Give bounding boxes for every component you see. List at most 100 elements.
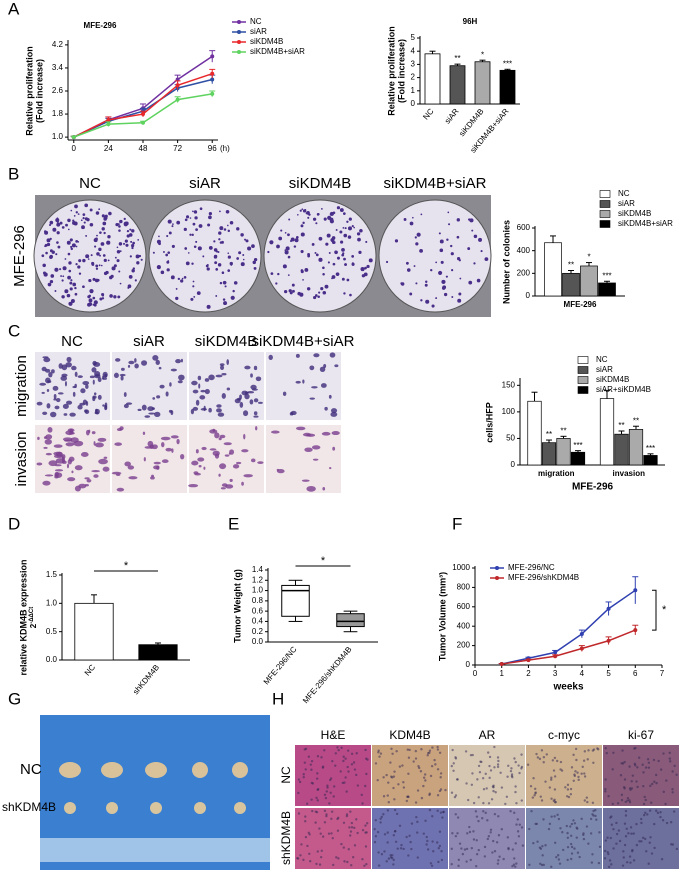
colony [47, 282, 52, 287]
colony [75, 211, 78, 214]
nucleus [393, 770, 396, 773]
y-tick-label: 0.8 [252, 596, 264, 605]
colony [269, 240, 274, 245]
nucleus [377, 851, 380, 854]
nucleus [544, 780, 547, 783]
colony [175, 296, 179, 301]
colony [364, 266, 367, 270]
nucleus [364, 831, 367, 834]
cell [171, 448, 174, 453]
nucleus [385, 773, 388, 777]
nucleus [308, 833, 311, 836]
nucleus [302, 776, 305, 779]
colony [357, 237, 361, 242]
cell [57, 392, 64, 395]
nucleus [647, 862, 650, 865]
nucleus [333, 785, 336, 788]
nucleus [350, 864, 353, 867]
cell [302, 432, 312, 437]
y-tick-label: 1.0 [52, 132, 64, 141]
colony [317, 295, 320, 298]
nucleus [566, 836, 570, 839]
nucleus [386, 809, 390, 812]
nucleus [575, 758, 578, 762]
nucleus [592, 748, 596, 751]
nucleus [675, 773, 678, 776]
cell [74, 465, 83, 471]
nucleus [616, 802, 620, 805]
nucleus [472, 838, 476, 841]
y-tick-label: 0 [466, 660, 471, 669]
nucleus [573, 822, 577, 825]
cell [120, 375, 124, 381]
nucleus [559, 760, 563, 764]
colony [114, 256, 117, 259]
colony [110, 274, 114, 278]
nucleus [635, 843, 639, 847]
colony [478, 237, 482, 242]
nucleus [673, 764, 676, 768]
nucleus [437, 847, 440, 850]
colony [430, 269, 433, 272]
colony [324, 284, 329, 289]
significance: ** [568, 261, 574, 270]
legend-marker [237, 30, 241, 34]
nucleus [545, 753, 548, 756]
nucleus [641, 836, 645, 840]
nucleus [500, 828, 503, 831]
nucleus [456, 832, 459, 835]
cell [150, 476, 155, 480]
data-point [210, 91, 215, 96]
cell [98, 458, 108, 465]
nucleus [514, 785, 517, 788]
nucleus [615, 842, 618, 845]
nucleus [540, 749, 544, 752]
nucleus [622, 850, 625, 853]
cell [141, 360, 148, 366]
y-axis-label: Tumor Weight (g) [232, 569, 242, 643]
nucleus [566, 788, 570, 791]
cell [86, 479, 92, 483]
colony [101, 242, 104, 245]
nucleus [310, 759, 314, 763]
legend-label: MFE-296/shKDM4B [508, 573, 579, 582]
nucleus [450, 764, 454, 768]
colony [50, 274, 55, 278]
nucleus [631, 774, 635, 777]
cell [41, 366, 47, 372]
nucleus [594, 814, 597, 818]
cell [165, 447, 172, 452]
colony [299, 209, 302, 212]
colony [195, 240, 198, 243]
nucleus [518, 823, 521, 826]
nucleus [532, 841, 535, 845]
colony [87, 295, 91, 299]
nucleus [610, 863, 613, 866]
panel-letter: H [272, 689, 284, 708]
nucleus [542, 863, 545, 867]
nucleus [488, 755, 492, 759]
cell [255, 376, 262, 382]
nucleus [516, 830, 520, 833]
cell [65, 362, 72, 368]
nucleus [394, 840, 398, 844]
cell [94, 442, 104, 448]
colony [176, 220, 181, 225]
nucleus [671, 788, 674, 791]
nucleus [428, 792, 432, 795]
cell [161, 459, 169, 464]
colony [284, 231, 287, 234]
x-tick-label: 48 [139, 144, 148, 153]
colony [113, 264, 117, 268]
column-label: siKDM4B+siAR [384, 175, 487, 192]
y-tick-label: 0 [511, 460, 516, 469]
nucleus [389, 853, 392, 857]
significance: ** [560, 426, 566, 435]
cell [65, 442, 75, 447]
nucleus [297, 812, 301, 815]
cell [137, 408, 142, 412]
nucleus [431, 815, 434, 818]
cell [43, 446, 48, 449]
nucleus [515, 801, 518, 805]
cell [64, 380, 67, 387]
